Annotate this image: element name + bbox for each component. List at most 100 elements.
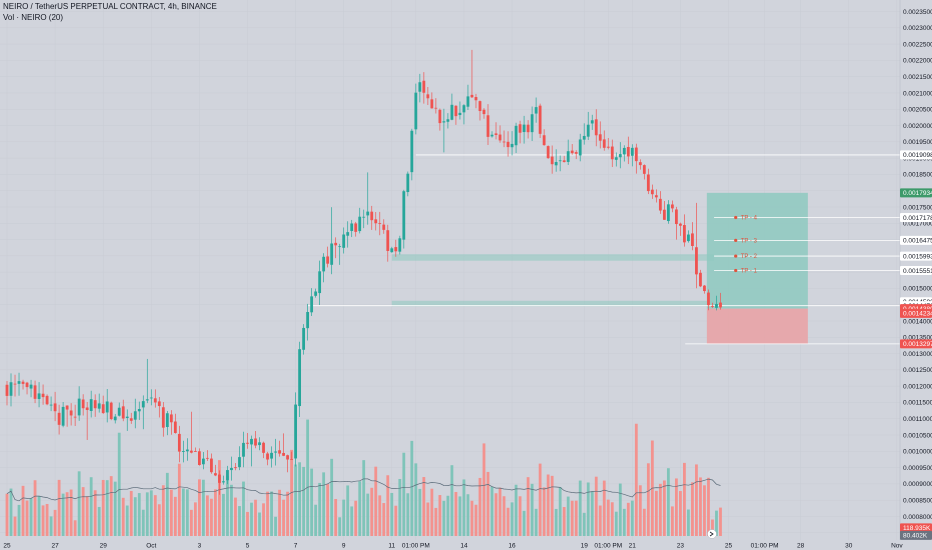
y-tick-label: 0.0020500	[903, 107, 932, 114]
candle-body	[362, 216, 366, 218]
candle-body	[486, 115, 490, 137]
time-axis[interactable]	[0, 540, 900, 550]
price-tag-box	[900, 212, 932, 222]
volume-bar	[181, 488, 185, 536]
volume-bar	[506, 507, 510, 536]
symbol-title[interactable]: NEIRO / TetherUS PERPETUAL CONTRACT, 4h,…	[3, 2, 217, 11]
candle-body	[117, 407, 121, 416]
candle-body	[262, 442, 265, 453]
candle-body	[334, 242, 338, 246]
go-to-realtime-button[interactable]	[707, 529, 717, 539]
volume-bar	[470, 500, 474, 536]
candle-body	[121, 406, 125, 419]
volume-bar	[538, 463, 542, 536]
candle-body	[77, 398, 81, 416]
y-tick-label: 0.0017500	[903, 204, 932, 211]
volume-bar	[458, 496, 462, 536]
volume-ma-line	[6, 478, 721, 502]
volume-bar	[81, 487, 85, 536]
candle-body	[622, 147, 626, 155]
x-tick-label: 28	[797, 543, 805, 550]
volume-bar	[454, 491, 458, 536]
candle-body	[506, 141, 510, 148]
y-tick-label: 0.0011000	[903, 416, 932, 423]
candle-body	[306, 311, 310, 329]
volume-bar	[165, 472, 169, 536]
candle-body	[326, 256, 330, 264]
volume-bar	[422, 477, 426, 536]
candle-body	[310, 296, 314, 313]
volume-bar	[382, 503, 386, 536]
candle-body	[214, 473, 217, 476]
price-axis[interactable]	[900, 0, 932, 550]
candle-body	[530, 114, 534, 133]
volume-bar	[670, 506, 674, 536]
volume-bar	[526, 477, 530, 536]
candle-body	[282, 452, 285, 456]
candle-body	[193, 451, 197, 452]
volume-bar	[695, 464, 698, 536]
candle-body	[165, 413, 169, 428]
volume-bar	[145, 492, 149, 536]
volume-bar	[550, 475, 554, 536]
candle-body	[683, 225, 686, 243]
volume-bar	[222, 493, 225, 536]
candle-body	[133, 411, 137, 420]
support-zone	[391, 254, 715, 261]
y-tick-label: 0.0018500	[903, 172, 932, 179]
price-tag-label: 0.0015993	[903, 253, 932, 260]
candle-body	[338, 246, 342, 248]
volume-bar	[478, 477, 482, 536]
volume-bar	[33, 480, 37, 536]
volume-indicator-title[interactable]: Vol · NEIRO (20)	[3, 13, 64, 22]
candle-body	[691, 233, 694, 246]
candle-body	[246, 442, 249, 444]
candle-body	[642, 165, 646, 174]
candle-body	[141, 401, 145, 408]
price-tag-box	[900, 150, 932, 160]
volume-bar	[25, 500, 29, 536]
volume-bar	[161, 485, 165, 536]
volume-bar	[218, 460, 221, 536]
volume-bar	[270, 491, 273, 536]
volume-bar	[133, 497, 137, 536]
candle-body	[49, 404, 53, 406]
candle-body	[197, 451, 201, 465]
candle-body	[703, 285, 706, 292]
volume-bar	[486, 471, 490, 536]
volume-bar	[230, 484, 233, 536]
candle-body	[578, 139, 582, 156]
price-tag-box	[900, 308, 932, 318]
candle-body	[602, 139, 606, 148]
candle-body	[450, 104, 454, 120]
price-tag-label: 0.0016475	[903, 238, 932, 245]
candle-body	[157, 401, 161, 407]
volume-bar	[406, 493, 410, 536]
candle-body	[594, 119, 598, 136]
candle-body	[113, 416, 117, 421]
candle-body	[298, 349, 302, 407]
price-tag-box	[900, 235, 932, 245]
volume-bar	[314, 504, 318, 536]
candle-body	[342, 234, 346, 248]
volume-bar	[37, 495, 41, 536]
volume-bar	[474, 504, 478, 536]
volume-bar	[378, 495, 382, 536]
candle-body	[346, 232, 350, 236]
candle-body	[189, 450, 193, 453]
candle-body	[518, 124, 522, 133]
candle-body	[574, 152, 578, 154]
candle-body	[125, 416, 129, 418]
x-tick-label: 16	[508, 543, 516, 550]
volume-bar	[41, 505, 45, 536]
volume-bar	[21, 485, 25, 536]
volume-bar	[446, 495, 450, 536]
y-tick-label: 0.0021000	[903, 90, 932, 97]
volume-bar	[69, 489, 73, 536]
volume-bar	[105, 480, 109, 536]
candle-body	[546, 146, 550, 159]
candle-body	[634, 147, 638, 162]
volume-bar	[630, 500, 634, 536]
candle-body	[89, 399, 93, 411]
